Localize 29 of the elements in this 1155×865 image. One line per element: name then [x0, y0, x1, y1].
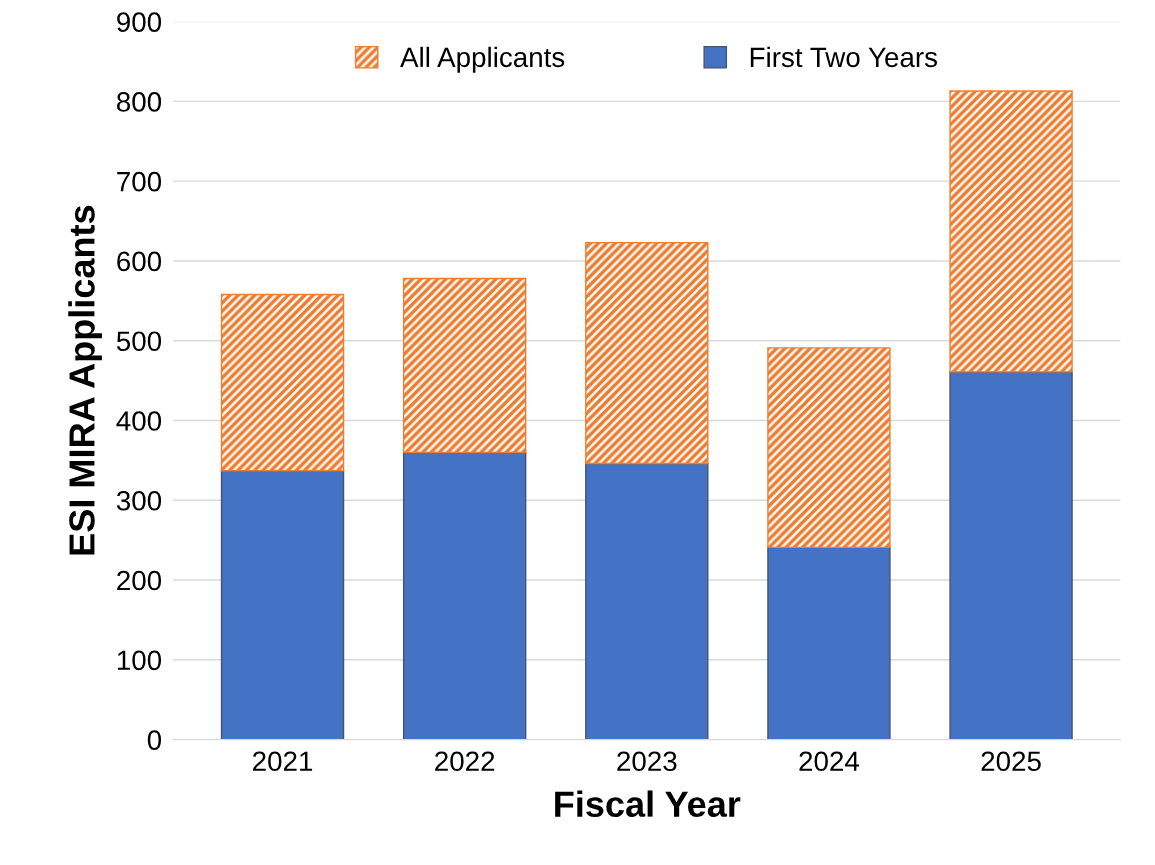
y-tick-label: 200: [117, 570, 162, 591]
y-axis-title: ESI MIRA Applicants: [68, 205, 102, 555]
x-axis-title: Fiscal Year: [555, 790, 741, 817]
legend-label: All Applicants: [400, 46, 565, 73]
x-tick-label: 2024: [799, 751, 860, 772]
y-tick-label: 0: [147, 730, 162, 750]
y-tick-label: 900: [117, 12, 162, 32]
bar: [949, 371, 1073, 740]
x-tick-label: 2022: [435, 751, 495, 772]
x-tick-label: 2025: [981, 751, 1041, 772]
y-tick-label: 300: [116, 490, 162, 511]
bar: [402, 451, 527, 740]
bar: [402, 277, 527, 454]
bar: [949, 90, 1073, 373]
y-tick-label: 500: [116, 331, 162, 352]
bar: [585, 462, 709, 740]
y-tick-label: 100: [117, 650, 162, 671]
legend-label: First Two Years: [750, 46, 938, 68]
y-tick-label: 700: [117, 171, 162, 192]
y-tick-label: 800: [117, 92, 162, 112]
y-tick-label: 600: [117, 251, 162, 272]
bar: [220, 293, 345, 472]
x-tick-label: 2021: [253, 751, 313, 772]
x-tick-label: 2023: [617, 751, 677, 772]
bar: [767, 546, 891, 740]
bar: [220, 470, 345, 740]
y-tick-label: 400: [116, 411, 162, 431]
bar: [585, 241, 709, 465]
bar: [767, 347, 891, 549]
